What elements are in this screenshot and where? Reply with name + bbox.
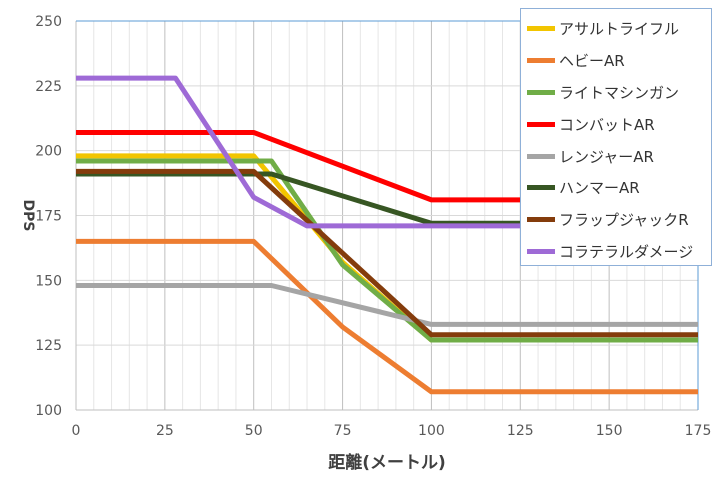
legend-swatch — [527, 26, 555, 32]
series-line-7 — [76, 168, 698, 338]
legend-swatch — [527, 58, 555, 64]
x-tick-label: 125 — [507, 423, 534, 439]
legend-item: コンバットAR — [527, 108, 711, 140]
y-tick-label: 150 — [35, 273, 62, 289]
legend-label: ヘビーAR — [559, 52, 625, 71]
y-tick-label: 200 — [35, 144, 62, 160]
x-tick-label: 75 — [334, 423, 352, 439]
x-axis-title: 距離(メートル) — [328, 452, 446, 473]
legend-label: ハンマーAR — [559, 179, 640, 198]
legend-item: ハンマーAR — [527, 172, 711, 204]
legend-item: レンジャーAR — [527, 140, 711, 172]
y-tick-label: 125 — [35, 338, 62, 354]
legend-item: フラップジャックR — [527, 204, 711, 236]
legend-label: コンバットAR — [559, 115, 655, 134]
legend-swatch — [527, 185, 555, 191]
x-tick-label: 0 — [72, 423, 81, 439]
y-axis-title: DPS — [20, 200, 36, 232]
y-tick-label: 250 — [35, 14, 62, 30]
y-tick-label: 225 — [35, 79, 62, 95]
legend-label: ライトマシンガン — [559, 83, 680, 102]
y-tick-label: 100 — [35, 403, 62, 419]
legend-label: フラップジャックR — [559, 211, 689, 230]
x-tick-label: 50 — [245, 423, 263, 439]
legend-swatch — [527, 217, 555, 223]
legend-label: コラテラルダメージ — [559, 242, 694, 261]
legend: アサルトライフル ヘビーAR ライトマシンガン コンバットAR レンジャーAR ハンマーA… — [520, 8, 712, 266]
legend-item: ヘビーAR — [527, 45, 711, 77]
x-tick-label: 100 — [418, 423, 445, 439]
legend-item: ライトマシンガン — [527, 77, 711, 109]
legend-swatch — [527, 153, 555, 159]
legend-swatch — [527, 89, 555, 95]
y-tick-label: 175 — [35, 209, 62, 225]
x-tick-label: 25 — [156, 423, 174, 439]
series-line-8 — [76, 75, 698, 229]
legend-item: コラテラルダメージ — [527, 236, 711, 268]
x-tick-label: 150 — [596, 423, 623, 439]
legend-swatch — [527, 248, 555, 254]
legend-label: アサルトライフル — [559, 20, 680, 39]
legend-item: アサルトライフル — [527, 13, 711, 45]
series-line-5 — [76, 283, 698, 327]
series-line-2 — [76, 238, 698, 395]
legend-swatch — [527, 121, 555, 127]
series-line-3 — [76, 158, 698, 343]
x-tick-label: 175 — [685, 423, 712, 439]
legend-label: レンジャーAR — [559, 147, 654, 166]
